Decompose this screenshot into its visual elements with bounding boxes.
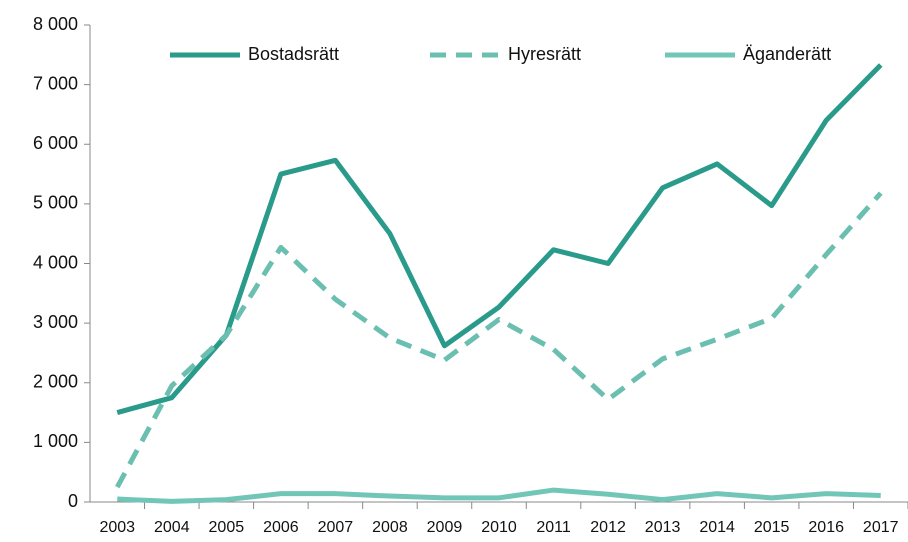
series-line [116, 63, 883, 415]
x-tick-label: 2010 [481, 519, 517, 536]
x-tick-label: 2011 [536, 519, 571, 536]
y-tick-label: 8 000 [33, 14, 78, 34]
series-line [117, 487, 881, 504]
x-tick-label: 2014 [699, 519, 735, 536]
y-tick-label: 1 000 [33, 431, 78, 451]
y-tick-label: 4 000 [33, 252, 78, 272]
x-tick-label: 2005 [209, 519, 245, 536]
legend-label: Äganderätt [743, 44, 831, 64]
x-tick-label: 2009 [427, 519, 463, 536]
y-tick-label: 3 000 [33, 312, 78, 332]
x-tick-label: 2013 [645, 519, 681, 536]
legend-label: Hyresrätt [508, 44, 581, 64]
y-tick-label: 0 [68, 491, 78, 511]
series-line [115, 191, 883, 489]
x-tick-label: 2004 [154, 519, 190, 536]
y-tick-label: 2 000 [33, 372, 78, 392]
legend-label: Bostadsrätt [248, 44, 339, 64]
x-tick-label: 2017 [863, 519, 899, 536]
x-tick-label: 2007 [318, 519, 354, 536]
x-tick-label: 2015 [754, 519, 790, 536]
x-tick-label: 2003 [99, 519, 135, 536]
x-tick-label: 2006 [263, 519, 299, 536]
y-tick-label: 6 000 [33, 133, 78, 153]
y-tick-label: 5 000 [33, 193, 78, 213]
y-tick-label: 7 000 [33, 73, 78, 93]
x-tick-label: 2016 [808, 519, 844, 536]
x-tick-label: 2008 [372, 519, 408, 536]
x-tick-label: 2012 [590, 519, 626, 536]
